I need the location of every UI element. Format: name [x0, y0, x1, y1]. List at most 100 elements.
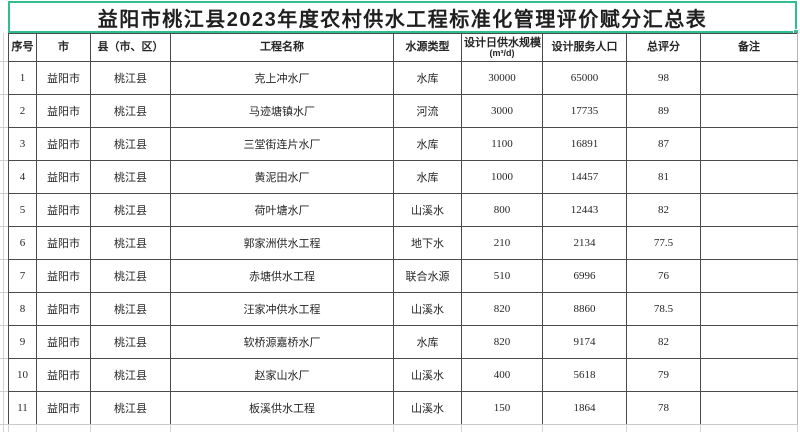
- cell-index[interactable]: 9: [8, 325, 37, 359]
- cell-water-source[interactable]: 水库: [393, 61, 462, 95]
- cell-population[interactable]: 8860: [542, 292, 627, 326]
- cell-remark[interactable]: [700, 259, 798, 293]
- cell-project-name[interactable]: 汪家冲供水工程: [170, 292, 394, 326]
- cell-project-name[interactable]: 三堂街连片水厂: [170, 127, 394, 161]
- cell-remark[interactable]: [700, 226, 798, 260]
- cell-project-name[interactable]: 赵家山水厂: [170, 358, 394, 392]
- cell-water-source[interactable]: 山溪水: [393, 358, 462, 392]
- cell-population[interactable]: 6996: [542, 259, 627, 293]
- cell-population[interactable]: 12443: [542, 193, 627, 227]
- cell-daily-capacity[interactable]: 820: [461, 325, 543, 359]
- cell-population[interactable]: 65000: [542, 61, 627, 95]
- cell-county[interactable]: 桃江县: [90, 292, 171, 326]
- cell-population[interactable]: 5618: [542, 358, 627, 392]
- cell-score[interactable]: 78: [626, 391, 701, 425]
- cell-remark[interactable]: [700, 292, 798, 326]
- cell-city[interactable]: 益阳市: [36, 193, 91, 227]
- cell-water-source[interactable]: 山溪水: [393, 292, 462, 326]
- cell-index[interactable]: 7: [8, 259, 37, 293]
- cell-water-source[interactable]: 河流: [393, 94, 462, 128]
- cell-county[interactable]: 桃江县: [90, 325, 171, 359]
- cell-population[interactable]: 16891: [542, 127, 627, 161]
- cell-remark[interactable]: [700, 391, 798, 425]
- cell-city[interactable]: 益阳市: [36, 358, 91, 392]
- cell-project-name[interactable]: 赤塘供水工程: [170, 259, 394, 293]
- cell-score[interactable]: 98: [626, 61, 701, 95]
- cell-water-source[interactable]: 水库: [393, 160, 462, 194]
- cell-water-source[interactable]: 地下水: [393, 226, 462, 260]
- cell-daily-capacity[interactable]: 400: [461, 358, 543, 392]
- cell-city[interactable]: 益阳市: [36, 259, 91, 293]
- cell-population[interactable]: 17735: [542, 94, 627, 128]
- cell-city[interactable]: 益阳市: [36, 94, 91, 128]
- cell-daily-capacity[interactable]: 30000: [461, 61, 543, 95]
- cell-index[interactable]: 2: [8, 94, 37, 128]
- cell-water-source[interactable]: 水库: [393, 127, 462, 161]
- cell-project-name[interactable]: 软桥源嘉桥水厂: [170, 325, 394, 359]
- col-header-county[interactable]: 县（市、区）: [90, 33, 171, 62]
- cell-population[interactable]: 9174: [542, 325, 627, 359]
- cell-population[interactable]: 1864: [542, 391, 627, 425]
- cell-city[interactable]: 益阳市: [36, 292, 91, 326]
- cell-daily-capacity[interactable]: 150: [461, 391, 543, 425]
- cell-score[interactable]: 79: [626, 358, 701, 392]
- cell-county[interactable]: 桃江县: [90, 259, 171, 293]
- cell-remark[interactable]: [700, 193, 798, 227]
- cell-population[interactable]: 14457: [542, 160, 627, 194]
- cell-county[interactable]: 桃江县: [90, 127, 171, 161]
- title-cell-selection[interactable]: 益阳市桃江县2023年度农村供水工程标准化管理评价赋分汇总表: [8, 1, 797, 33]
- cell-index[interactable]: 6: [8, 226, 37, 260]
- cell-water-source[interactable]: 山溪水: [393, 193, 462, 227]
- cell-score[interactable]: 76: [626, 259, 701, 293]
- cell-index[interactable]: 1: [8, 61, 37, 95]
- cell-city[interactable]: 益阳市: [36, 127, 91, 161]
- cell-county[interactable]: 桃江县: [90, 94, 171, 128]
- col-header-score[interactable]: 总评分: [626, 33, 701, 62]
- cell-city[interactable]: 益阳市: [36, 61, 91, 95]
- cell-county[interactable]: 桃江县: [90, 193, 171, 227]
- cell-project-name[interactable]: 板溪供水工程: [170, 391, 394, 425]
- cell-index[interactable]: 10: [8, 358, 37, 392]
- cell-daily-capacity[interactable]: 510: [461, 259, 543, 293]
- cell-score[interactable]: 82: [626, 325, 701, 359]
- cell-daily-capacity[interactable]: 820: [461, 292, 543, 326]
- cell-project-name[interactable]: 马迹塘镇水厂: [170, 94, 394, 128]
- col-header-population[interactable]: 设计服务人口: [542, 33, 627, 62]
- cell-county[interactable]: 桃江县: [90, 391, 171, 425]
- cell-county[interactable]: 桃江县: [90, 226, 171, 260]
- cell-index[interactable]: 4: [8, 160, 37, 194]
- cell-remark[interactable]: [700, 61, 798, 95]
- cell-score[interactable]: 82: [626, 193, 701, 227]
- cell-score[interactable]: 77.5: [626, 226, 701, 260]
- cell-county[interactable]: 桃江县: [90, 61, 171, 95]
- col-header-project-name[interactable]: 工程名称: [170, 33, 394, 62]
- cell-index[interactable]: 3: [8, 127, 37, 161]
- cell-index[interactable]: 11: [8, 391, 37, 425]
- cell-daily-capacity[interactable]: 800: [461, 193, 543, 227]
- cell-daily-capacity[interactable]: 1000: [461, 160, 543, 194]
- cell-city[interactable]: 益阳市: [36, 160, 91, 194]
- cell-city[interactable]: 益阳市: [36, 391, 91, 425]
- cell-project-name[interactable]: 郭家洲供水工程: [170, 226, 394, 260]
- cell-score[interactable]: 78.5: [626, 292, 701, 326]
- cell-city[interactable]: 益阳市: [36, 325, 91, 359]
- cell-remark[interactable]: [700, 160, 798, 194]
- col-header-city[interactable]: 市: [36, 33, 91, 62]
- cell-index[interactable]: 8: [8, 292, 37, 326]
- cell-water-source[interactable]: 联合水源: [393, 259, 462, 293]
- cell-project-name[interactable]: 荷叶塘水厂: [170, 193, 394, 227]
- cell-city[interactable]: 益阳市: [36, 226, 91, 260]
- cell-score[interactable]: 87: [626, 127, 701, 161]
- cell-remark[interactable]: [700, 325, 798, 359]
- cell-remark[interactable]: [700, 94, 798, 128]
- col-header-daily-capacity[interactable]: 设计日供水规模 (m³/d): [461, 33, 543, 62]
- cell-remark[interactable]: [700, 127, 798, 161]
- cell-population[interactable]: 2134: [542, 226, 627, 260]
- cell-county[interactable]: 桃江县: [90, 358, 171, 392]
- cell-daily-capacity[interactable]: 1100: [461, 127, 543, 161]
- cell-score[interactable]: 81: [626, 160, 701, 194]
- cell-daily-capacity[interactable]: 3000: [461, 94, 543, 128]
- cell-daily-capacity[interactable]: 210: [461, 226, 543, 260]
- cell-index[interactable]: 5: [8, 193, 37, 227]
- cell-water-source[interactable]: 水库: [393, 325, 462, 359]
